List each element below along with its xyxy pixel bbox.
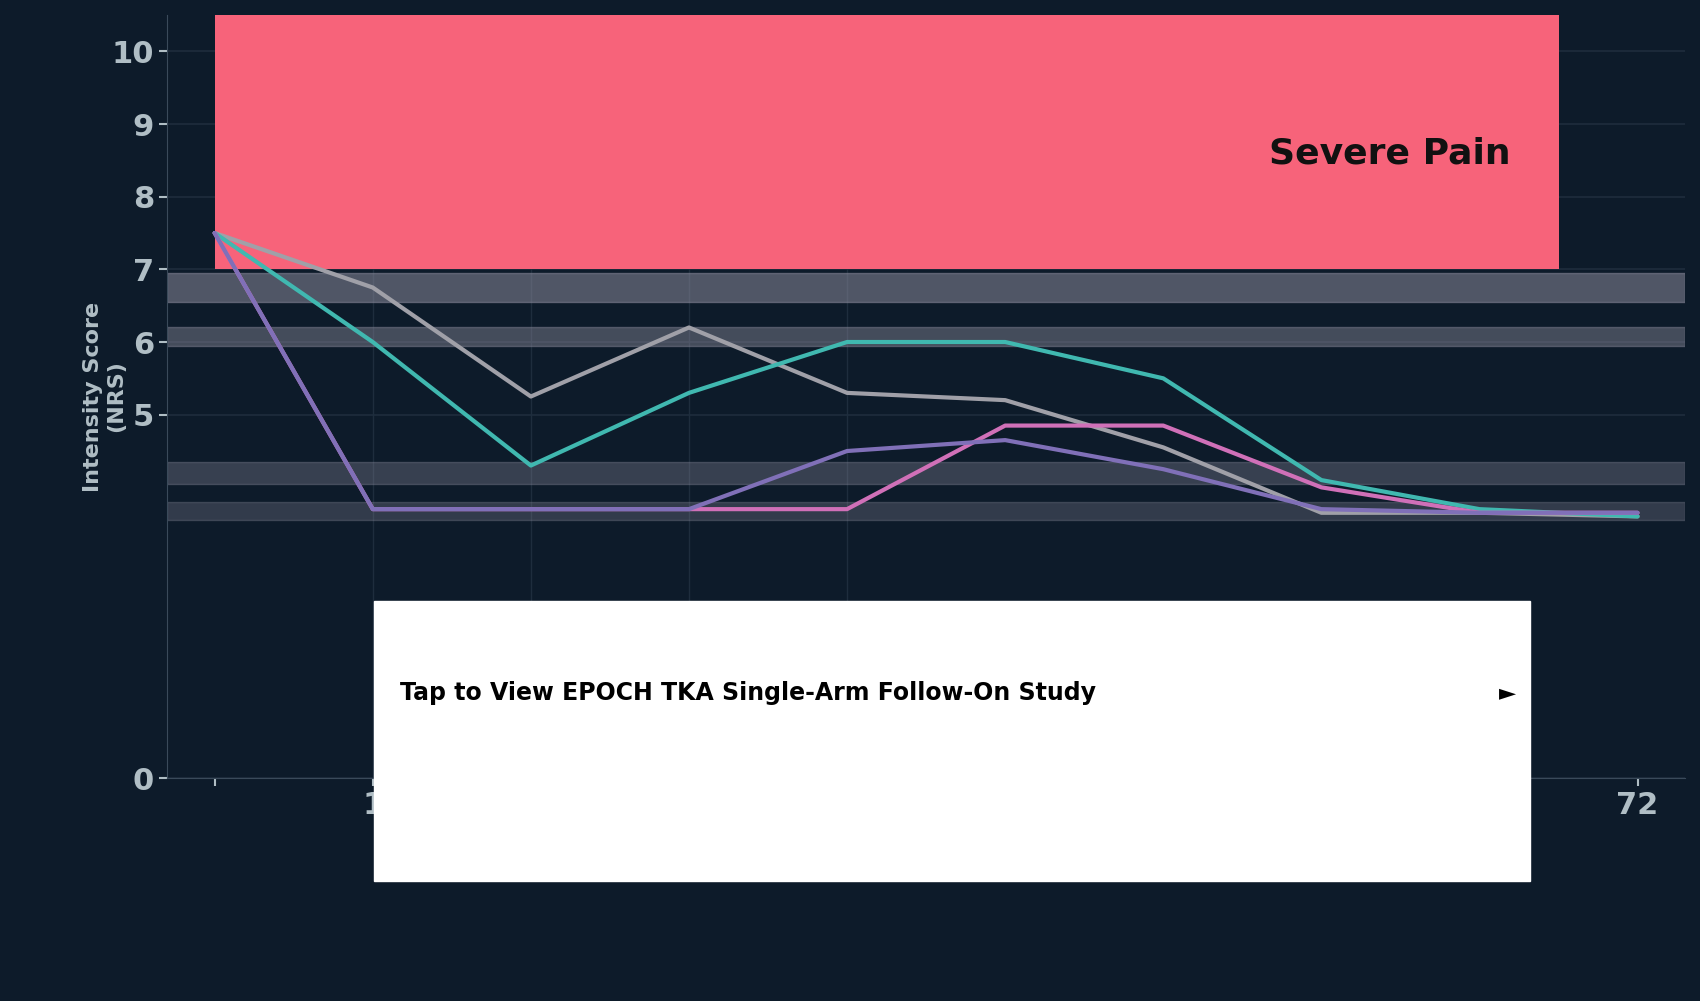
Bar	[167, 461, 1685, 483]
Y-axis label: Intensity Score
(NRS): Intensity Score (NRS)	[83, 301, 126, 491]
Bar	[167, 327, 1685, 345]
Text: Severe Pain: Severe Pain	[1270, 136, 1511, 170]
Text: ►: ►	[1499, 683, 1516, 703]
X-axis label: Hours After Study Drug Administration: Hours After Study Drug Administration	[592, 837, 1261, 866]
FancyBboxPatch shape	[214, 15, 1559, 269]
Bar	[167, 502, 1685, 521]
Text: Tap to View EPOCH TKA Single-Arm Follow-On Study: Tap to View EPOCH TKA Single-Arm Follow-…	[400, 681, 1095, 705]
Bar	[167, 273, 1685, 302]
